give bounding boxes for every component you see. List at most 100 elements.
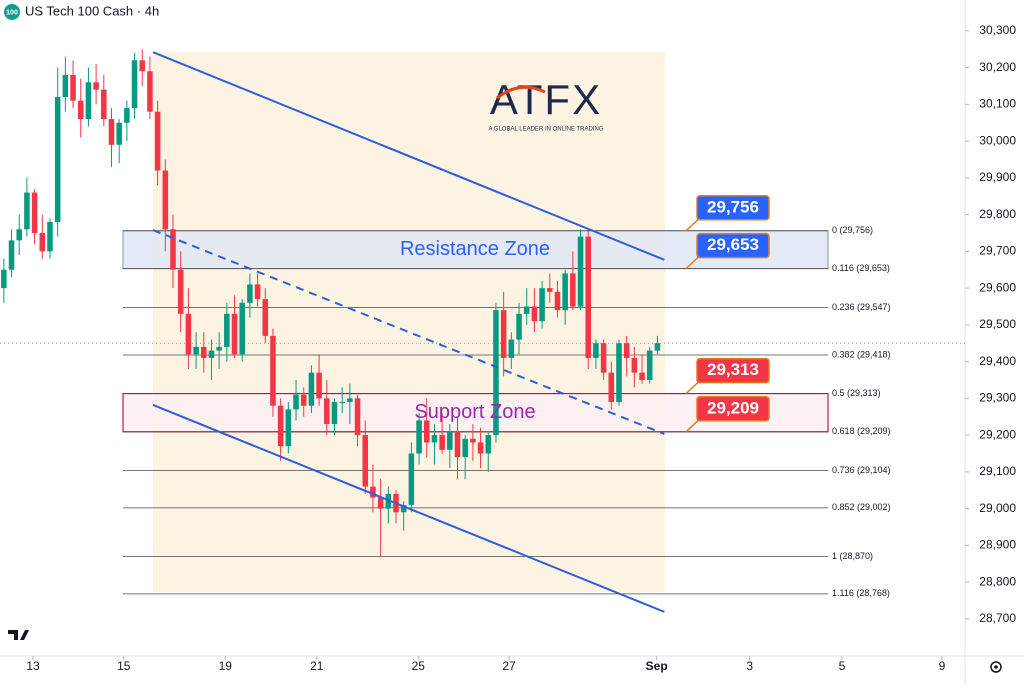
candle-body	[193, 346, 199, 355]
x-tick-label: 19	[219, 659, 233, 673]
candle-body	[608, 372, 615, 403]
trendline	[152, 404, 665, 613]
symbol-icon	[4, 4, 20, 20]
x-tick-label: 9	[939, 659, 946, 673]
candle-body	[593, 343, 599, 358]
candle-body	[16, 229, 22, 241]
y-tick-label: 29,100	[979, 464, 1016, 478]
candle-body	[500, 310, 507, 358]
fib-label: 0.5 (29,313)	[832, 388, 881, 398]
candle-body	[177, 269, 184, 314]
candle-body	[308, 372, 315, 406]
y-tick-label: 28,700	[979, 611, 1016, 625]
trendline-layer	[152, 51, 665, 613]
y-tick-label: 30,200	[979, 60, 1016, 74]
candle-body	[485, 435, 492, 454]
x-tick-label: 15	[117, 659, 131, 673]
y-tick-label: 29,900	[979, 170, 1016, 184]
fib-label: 0.736 (29,104)	[832, 465, 891, 475]
candle-body	[216, 346, 222, 351]
y-tick-label: 29,000	[979, 501, 1016, 515]
candle-body	[416, 420, 422, 454]
candle-body	[477, 442, 484, 454]
candle-body	[254, 284, 261, 300]
candle-body	[208, 350, 215, 358]
y-tick-label: 30,000	[979, 133, 1016, 147]
trendline	[152, 229, 665, 435]
tv-logo-mark	[8, 630, 29, 640]
candle-body	[247, 284, 253, 303]
x-tick-label: 13	[26, 659, 40, 673]
settings-icon[interactable]	[990, 661, 1002, 673]
candle-body	[439, 435, 445, 450]
x-tick-label: 25	[412, 659, 426, 673]
y-tick-label: 30,300	[979, 23, 1016, 37]
candle-body	[539, 288, 545, 322]
candle-body	[224, 313, 230, 347]
candle-body	[577, 236, 584, 307]
candle-body	[124, 108, 130, 123]
candle-body	[1, 269, 7, 289]
candle-body	[293, 394, 299, 410]
fib-label: 0.236 (29,547)	[832, 302, 891, 312]
candle-body	[139, 60, 146, 72]
candle-body	[200, 346, 207, 358]
candle-body	[31, 192, 38, 233]
price-label-box	[696, 396, 770, 422]
candles-layer	[1, 49, 661, 557]
fib-label: 0.116 (29,653)	[832, 263, 890, 273]
y-tick-label: 29,300	[979, 391, 1016, 405]
watermark: ATFX A GLOBAL LEADER IN ONLINE TRADING	[488, 76, 603, 132]
candle-body	[8, 240, 15, 270]
candle-body	[631, 357, 638, 373]
candle-body	[324, 398, 330, 425]
candle-body	[101, 89, 107, 120]
candle-body	[277, 405, 284, 447]
symbol-badge: 100	[6, 9, 18, 16]
candle-body	[262, 299, 269, 336]
candle-body	[316, 372, 322, 399]
y-tick-label: 28,800	[979, 574, 1016, 588]
y-tick-label: 29,600	[979, 280, 1016, 294]
candle-body	[616, 343, 622, 403]
chart-title: US Tech 100 Cash · 4h	[25, 3, 159, 18]
candle-body	[24, 192, 30, 230]
candle-body	[447, 431, 453, 450]
candle-body	[493, 310, 499, 436]
candle-body	[431, 435, 438, 443]
candle-body	[462, 438, 468, 458]
candle-body	[162, 170, 169, 230]
annotation-layer: Resistance Zone Support Zone 29,756 29,653 2…	[400, 195, 770, 433]
settings-button[interactable]	[990, 661, 1002, 673]
candle-body	[523, 306, 530, 314]
settings-icon-center[interactable]	[994, 665, 998, 669]
candle-body	[62, 74, 69, 98]
x-tick-label: 3	[746, 659, 753, 673]
candle-body	[554, 291, 561, 311]
price-label-box	[696, 357, 770, 384]
price-label: 29,209	[707, 398, 759, 417]
candle-body	[531, 306, 538, 322]
price-label: 29,313	[707, 360, 759, 379]
candle-body	[562, 273, 568, 311]
brand-logo: ATFX	[490, 76, 602, 123]
candle-body	[508, 339, 515, 358]
candle-body	[408, 453, 415, 505]
candle-body	[339, 402, 345, 404]
fib-label: 0.382 (29,418)	[832, 349, 891, 359]
candle-body	[70, 74, 76, 101]
fib-label: 1.116 (28,768)	[832, 588, 890, 598]
candle-body	[47, 221, 53, 252]
candle-body	[570, 273, 576, 307]
y-tick-label: 30,100	[979, 97, 1016, 111]
candle-body	[239, 302, 245, 355]
candle-body	[654, 343, 661, 351]
candle-body	[147, 71, 153, 112]
price-label: 29,756	[707, 197, 759, 216]
x-tick-label: 5	[839, 659, 846, 673]
price-label: 29,653	[707, 235, 759, 254]
price-label-box	[696, 195, 770, 221]
y-tick-label: 28,900	[979, 538, 1016, 552]
candle-body	[285, 409, 292, 447]
